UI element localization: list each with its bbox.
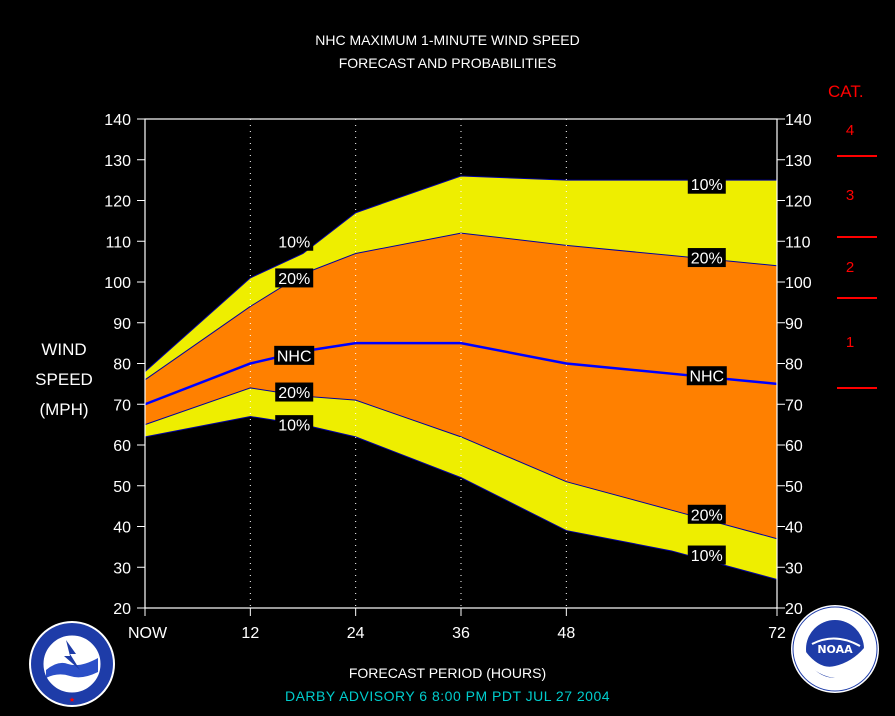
xaxis-title: FORECAST PERIOD (HOURS) [348, 665, 547, 681]
nhc-forecast-line [144, 341, 778, 406]
curve-label: NHC [277, 348, 312, 365]
category-threshold-line [837, 236, 877, 239]
curve-label-box [687, 545, 726, 565]
curve-label-box [686, 366, 727, 386]
ytick-label-right: 130 [785, 153, 812, 170]
ytick-label-left: 70 [113, 397, 131, 414]
curve-label-box [275, 382, 314, 402]
ytick-label-left: 90 [113, 316, 131, 333]
ytick-label-right: 90 [785, 316, 803, 333]
ytick-label-left: 40 [113, 520, 131, 537]
curve-label-box [275, 415, 314, 435]
curve-label-box [275, 231, 314, 251]
category-threshold-line [837, 154, 877, 157]
ytick-label-right: 20 [785, 601, 803, 618]
xtick-label: 48 [557, 625, 575, 642]
ylabel-line-3: (MPH) [39, 400, 89, 419]
category-threshold-line [837, 386, 877, 389]
series-line-1 [144, 232, 778, 381]
curve-label: 20% [278, 271, 310, 288]
series-line-0 [144, 175, 777, 373]
xtick-label: 12 [241, 625, 259, 642]
noaa-logo: NOAA [790, 604, 880, 699]
curve-label: 10% [278, 234, 310, 251]
ytick-label-right: 60 [785, 438, 803, 455]
series-line-2 [144, 387, 778, 540]
xtick-label: NOW [128, 625, 168, 642]
ytick-label-left: 100 [104, 275, 131, 292]
ytick-label-right: 50 [785, 479, 803, 496]
category-label: 2 [845, 258, 855, 276]
ytick-label-left: 110 [105, 234, 131, 251]
ytick-label-left: 60 [113, 438, 131, 455]
ytick-label-right: 140 [785, 112, 812, 129]
curve-label-box [275, 268, 314, 288]
series-line-3 [144, 415, 778, 580]
ytick-label-left: 140 [104, 112, 131, 129]
xtick-label: 72 [768, 625, 786, 642]
ytick-label-right: 110 [785, 234, 811, 251]
curve-label: 20% [691, 251, 723, 268]
category-threshold-line [837, 297, 877, 300]
ytick-label-left: 30 [113, 560, 131, 577]
advisory-text: DARBY ADVISORY 6 8:00 PM PDT JUL 27 2004 [284, 688, 611, 704]
ytick-label-left: 20 [113, 601, 131, 618]
curve-label-box [687, 504, 726, 524]
chart-title: NHC MAXIMUM 1-MINUTE WIND SPEED [315, 32, 580, 48]
xtick-label: 36 [452, 625, 470, 642]
ylabel-line-2: SPEED [35, 370, 93, 389]
band-20-percent [145, 233, 777, 539]
category-label: 1 [845, 334, 855, 352]
svg-text:NOAA: NOAA [817, 643, 853, 656]
nws-logo: ★ [28, 620, 116, 713]
ytick-label-left: 50 [113, 479, 131, 496]
curve-label: 10% [278, 418, 310, 435]
curve-label: 10% [691, 548, 723, 565]
ytick-label-right: 100 [785, 275, 812, 292]
ytick-label-right: 120 [785, 194, 812, 211]
ylabel-line-1: WIND [41, 340, 87, 359]
ytick-label-right: 80 [785, 357, 803, 374]
category-label: 3 [845, 187, 855, 205]
category-label: 4 [845, 122, 855, 140]
ytick-label-right: 70 [785, 397, 803, 414]
ytick-label-right: 30 [785, 560, 803, 577]
ytick-label-right: 40 [785, 520, 803, 537]
curve-label: 20% [691, 507, 723, 524]
svg-text:★: ★ [69, 696, 75, 704]
category-title: CAT. [828, 82, 864, 101]
curve-label: 20% [278, 385, 310, 402]
ytick-label-left: 80 [113, 357, 131, 374]
curve-label-box [687, 174, 726, 194]
ytick-label-left: 120 [104, 194, 131, 211]
curve-label-box [274, 345, 315, 365]
curve-label: NHC [689, 369, 724, 386]
chart-subtitle: FORECAST AND PROBABILITIES [338, 55, 557, 71]
xtick-label: 24 [347, 625, 365, 642]
ytick-label-left: 130 [104, 153, 131, 170]
curve-label-box [687, 248, 726, 268]
curve-label: 10% [691, 177, 723, 194]
